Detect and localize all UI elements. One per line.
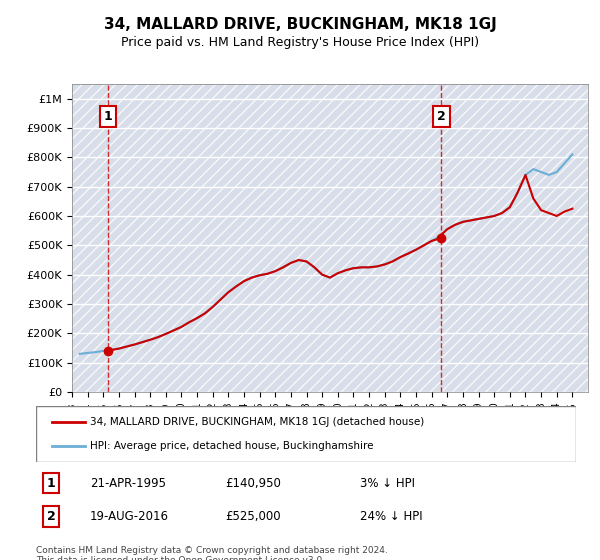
Bar: [494, 84, 502, 392]
Bar: [518, 84, 526, 392]
Bar: [510, 84, 518, 392]
Bar: [299, 84, 307, 392]
Bar: [244, 84, 252, 392]
Bar: [471, 84, 479, 392]
Bar: [307, 84, 314, 392]
Bar: [166, 84, 173, 392]
Bar: [314, 84, 322, 392]
Bar: [95, 84, 103, 392]
Text: 2: 2: [437, 110, 446, 123]
Bar: [181, 84, 189, 392]
Bar: [338, 84, 346, 392]
Bar: [361, 84, 369, 392]
Bar: [80, 84, 88, 392]
Bar: [424, 84, 431, 392]
Bar: [549, 84, 557, 392]
Text: Contains HM Land Registry data © Crown copyright and database right 2024.
This d: Contains HM Land Registry data © Crown c…: [36, 546, 388, 560]
Bar: [353, 84, 361, 392]
Bar: [533, 84, 541, 392]
Bar: [487, 84, 494, 392]
Text: £140,950: £140,950: [225, 477, 281, 489]
Bar: [197, 84, 205, 392]
Bar: [447, 84, 455, 392]
Text: £525,000: £525,000: [225, 510, 281, 523]
Bar: [150, 84, 158, 392]
Bar: [392, 84, 400, 392]
Text: HPI: Average price, detached house, Buckinghamshire: HPI: Average price, detached house, Buck…: [90, 441, 373, 451]
Bar: [213, 84, 221, 392]
Bar: [369, 84, 377, 392]
Bar: [408, 84, 416, 392]
Text: 21-APR-1995: 21-APR-1995: [90, 477, 166, 489]
Text: 3% ↓ HPI: 3% ↓ HPI: [360, 477, 415, 489]
Bar: [252, 84, 260, 392]
Bar: [330, 84, 338, 392]
Bar: [322, 84, 330, 392]
Bar: [142, 84, 150, 392]
Bar: [236, 84, 244, 392]
Bar: [103, 84, 111, 392]
Bar: [580, 84, 588, 392]
Bar: [439, 84, 447, 392]
Bar: [502, 84, 510, 392]
Text: 1: 1: [47, 477, 56, 489]
Bar: [229, 84, 236, 392]
Bar: [463, 84, 471, 392]
Bar: [72, 84, 80, 392]
Bar: [572, 84, 580, 392]
Bar: [400, 84, 408, 392]
Bar: [377, 84, 385, 392]
Text: 34, MALLARD DRIVE, BUCKINGHAM, MK18 1GJ (detached house): 34, MALLARD DRIVE, BUCKINGHAM, MK18 1GJ …: [90, 417, 424, 427]
Bar: [268, 84, 275, 392]
Bar: [431, 84, 439, 392]
Bar: [541, 84, 549, 392]
Bar: [479, 84, 487, 392]
Bar: [291, 84, 299, 392]
Bar: [158, 84, 166, 392]
Bar: [205, 84, 213, 392]
Bar: [111, 84, 119, 392]
Bar: [565, 84, 572, 392]
Bar: [127, 84, 134, 392]
Text: 2: 2: [47, 510, 56, 523]
Text: 34, MALLARD DRIVE, BUCKINGHAM, MK18 1GJ: 34, MALLARD DRIVE, BUCKINGHAM, MK18 1GJ: [104, 17, 496, 32]
Bar: [557, 84, 565, 392]
Bar: [275, 84, 283, 392]
Bar: [385, 84, 392, 392]
Text: 19-AUG-2016: 19-AUG-2016: [90, 510, 169, 523]
Bar: [416, 84, 424, 392]
Bar: [88, 84, 95, 392]
Text: 1: 1: [104, 110, 112, 123]
Bar: [455, 84, 463, 392]
Text: 24% ↓ HPI: 24% ↓ HPI: [360, 510, 422, 523]
Text: Price paid vs. HM Land Registry's House Price Index (HPI): Price paid vs. HM Land Registry's House …: [121, 36, 479, 49]
Bar: [189, 84, 197, 392]
Bar: [134, 84, 142, 392]
Bar: [221, 84, 229, 392]
Bar: [346, 84, 353, 392]
Bar: [173, 84, 181, 392]
Bar: [119, 84, 127, 392]
Bar: [283, 84, 291, 392]
Bar: [260, 84, 268, 392]
FancyBboxPatch shape: [36, 406, 576, 462]
Bar: [526, 84, 533, 392]
